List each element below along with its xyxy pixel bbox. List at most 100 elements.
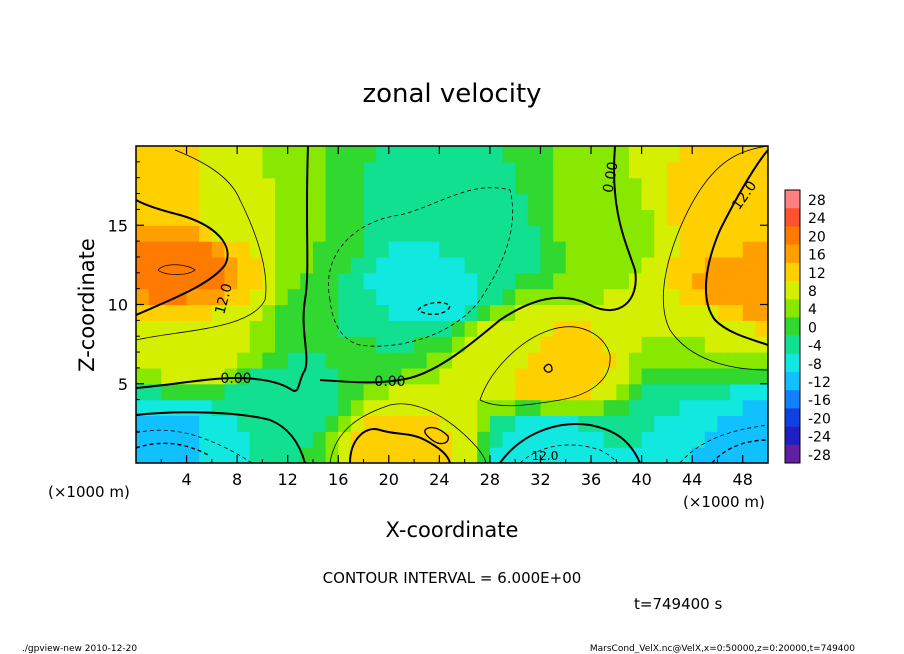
heatmap-cell — [489, 399, 504, 417]
heatmap-cell — [199, 415, 213, 432]
heatmap-cell — [376, 288, 390, 306]
heatmap-cell — [312, 146, 327, 163]
heatmap-cell — [742, 146, 756, 163]
heatmap-cell — [388, 431, 403, 448]
contour-12-right — [704, 149, 768, 346]
heatmap-cell — [692, 399, 706, 417]
heatmap-cell — [692, 336, 706, 353]
heatmap-cell — [730, 336, 744, 353]
heatmap-cell — [704, 209, 719, 226]
heatmap-cell — [717, 447, 731, 463]
heatmap-cell — [439, 177, 453, 195]
x-tick-label: 4 — [181, 470, 191, 489]
heatmap-cell — [287, 241, 301, 258]
heatmap-cell — [401, 304, 415, 321]
heatmap-cell — [578, 320, 592, 337]
heatmap-cell — [591, 146, 605, 163]
heatmap-cell — [540, 431, 554, 448]
heatmap-cell — [211, 447, 226, 463]
heatmap-cell — [477, 399, 491, 417]
heatmap-cell — [275, 177, 289, 195]
heatmap-cell — [388, 288, 403, 306]
heatmap-cell — [540, 241, 554, 258]
heatmap-cell — [692, 256, 706, 274]
heatmap-cell — [578, 352, 592, 369]
heatmap-cell — [224, 146, 238, 163]
heatmap-cell — [186, 272, 200, 290]
heatmap-cell — [300, 415, 314, 432]
heatmap-cell — [199, 209, 213, 226]
heatmap-cell — [312, 225, 327, 242]
heatmap-cell — [325, 399, 339, 417]
heatmap-cell — [717, 367, 731, 385]
heatmap-cell — [489, 383, 504, 401]
heatmap-cell — [565, 383, 579, 401]
heatmap-cell — [136, 447, 150, 463]
heatmap-cell — [237, 209, 251, 226]
heatmap-cell — [325, 256, 339, 274]
heatmap-cell — [628, 320, 643, 337]
contour-6-far-right — [663, 146, 768, 371]
colorbar-swatch — [785, 208, 800, 227]
heatmap-cell — [338, 431, 352, 448]
heatmap-cell — [312, 288, 327, 306]
heatmap-cell — [186, 352, 200, 369]
heatmap-cell — [464, 367, 478, 385]
heatmap-cell — [275, 146, 289, 163]
heatmap-cell — [426, 177, 440, 195]
heatmap-cell — [237, 288, 251, 306]
heatmap-cell — [161, 320, 175, 337]
heatmap-cell — [591, 447, 605, 463]
heatmap-cell — [401, 241, 415, 258]
heatmap-cell — [262, 209, 276, 226]
heatmap-cell — [363, 256, 377, 274]
heatmap-cell — [287, 177, 301, 195]
heatmap-cell — [199, 336, 213, 353]
heatmap-cell — [641, 399, 655, 417]
heatmap-cell — [717, 272, 731, 290]
heatmap-cell — [249, 193, 263, 210]
heatmap-cell — [666, 193, 681, 210]
heatmap-cell — [426, 352, 440, 369]
heatmap-cell — [388, 225, 403, 242]
heatmap-cell — [363, 225, 377, 242]
x-tick-label: 44 — [682, 470, 702, 489]
heatmap-cell — [464, 415, 478, 432]
heatmap-cell — [515, 415, 529, 432]
heatmap-cell — [692, 209, 706, 226]
heatmap-cell — [363, 161, 377, 179]
heatmap-cell — [578, 241, 592, 258]
heatmap-cell — [161, 193, 175, 210]
heatmap-cell — [628, 431, 643, 448]
heatmap-cell — [666, 447, 681, 463]
heatmap-cell — [401, 146, 415, 163]
heatmap-cell — [262, 272, 276, 290]
heatmap-cell — [477, 304, 491, 321]
colorbar-label: 20 — [808, 229, 826, 245]
heatmap-cell — [540, 272, 554, 290]
heatmap-cell — [553, 304, 567, 321]
heatmap-cell — [312, 352, 327, 369]
heatmap-cell — [211, 367, 226, 385]
heatmap-cell — [363, 367, 377, 385]
heatmap-cell — [679, 383, 693, 401]
heatmap-cell — [148, 209, 162, 226]
heatmap-cell — [464, 288, 478, 306]
heatmap-cell — [350, 209, 365, 226]
heatmap-cell — [692, 304, 706, 321]
heatmap-cell — [350, 320, 365, 337]
heatmap-cell — [553, 256, 567, 274]
heatmap-cell — [704, 177, 719, 195]
heatmap-cell — [515, 320, 529, 337]
heatmap-cell — [666, 209, 681, 226]
heatmap-cell — [515, 352, 529, 369]
heatmap-cell — [237, 399, 251, 417]
heatmap-cell — [591, 399, 605, 417]
heatmap-cell — [350, 288, 365, 306]
heatmap-cell — [464, 447, 478, 463]
colorbar-label: 4 — [808, 302, 817, 318]
heatmap-cell — [704, 352, 719, 369]
heatmap-cell — [275, 336, 289, 353]
heatmap-cell — [211, 146, 226, 163]
heatmap-cell — [401, 177, 415, 195]
